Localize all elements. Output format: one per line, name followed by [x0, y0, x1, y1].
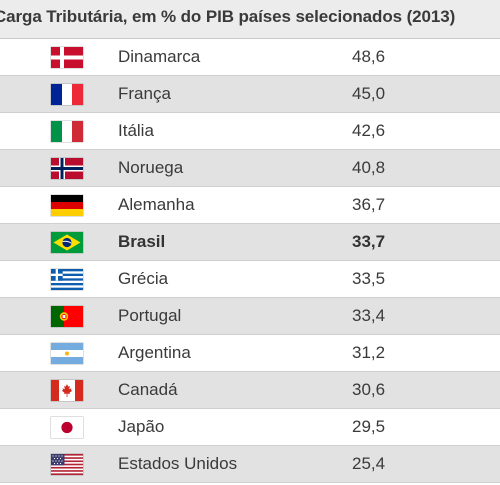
argentina-flag-icon	[51, 343, 83, 364]
tax-burden-value: 29,5	[352, 417, 386, 436]
japan-flag-icon	[51, 417, 83, 438]
tax-burden-value: 36,7	[352, 195, 386, 214]
table-header: Carga Tributária, em % do PIB países sel…	[0, 0, 500, 39]
country-name: Grécia	[118, 269, 169, 288]
germany-flag-icon	[51, 195, 83, 216]
country-name: França	[118, 84, 171, 103]
tax-burden-value: 25,4	[352, 454, 386, 473]
table-row: França 45,0	[0, 76, 500, 113]
country-name: Brasil	[118, 232, 166, 251]
country-name: Canadá	[118, 380, 178, 399]
country-name: Alemanha	[118, 195, 195, 214]
tax-burden-value: 33,5	[352, 269, 386, 288]
country-name: Noruega	[118, 158, 184, 177]
tax-burden-value: 40,8	[352, 158, 386, 177]
tax-burden-value: 30,6	[352, 380, 386, 399]
table-row: Noruega 40,8	[0, 150, 500, 187]
country-name: Estados Unidos	[118, 454, 238, 473]
table-row: Dinamarca 48,6	[0, 39, 500, 76]
tax-burden-value: 33,4	[352, 306, 386, 325]
usa-flag-icon	[51, 454, 83, 475]
tax-burden-value: 33,7	[352, 232, 386, 251]
denmark-flag-icon	[51, 47, 83, 68]
country-name: Argentina	[118, 343, 191, 362]
table-row: Brasil 33,7	[0, 224, 500, 261]
table-row: Grécia 33,5	[0, 261, 500, 298]
table-title: Carga Tributária, em % do PIB países sel…	[0, 7, 456, 26]
country-name: Itália	[118, 121, 154, 140]
france-flag-icon	[51, 84, 83, 105]
greece-flag-icon	[51, 269, 83, 290]
portugal-flag-icon	[51, 306, 83, 327]
table-row: Japão 29,5	[0, 409, 500, 446]
country-name: Portugal	[118, 306, 182, 325]
table-row: Argentina 31,2	[0, 335, 500, 372]
country-name: Dinamarca	[118, 47, 201, 66]
table-row: Portugal 33,4	[0, 298, 500, 335]
italy-flag-icon	[51, 121, 83, 142]
table-row: Itália 42,6	[0, 113, 500, 150]
tax-burden-value: 48,6	[352, 47, 386, 66]
table-row: Alemanha 36,7	[0, 187, 500, 224]
canada-flag-icon	[51, 380, 83, 401]
norway-flag-icon	[51, 158, 83, 179]
brazil-flag-icon	[51, 232, 83, 253]
table-row: Estados Unidos 25,4	[0, 446, 500, 483]
country-name: Japão	[118, 417, 165, 436]
table-row: Canadá 30,6	[0, 372, 500, 409]
tax-burden-value: 42,6	[352, 121, 386, 140]
tax-burden-value: 31,2	[352, 343, 386, 362]
tax-burden-value: 45,0	[352, 84, 386, 103]
